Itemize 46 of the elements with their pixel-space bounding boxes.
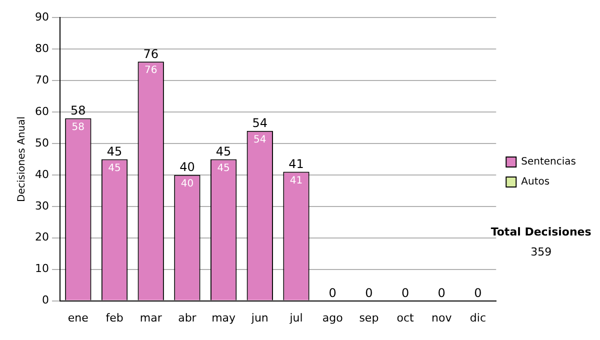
y-tick-label: 40 bbox=[34, 168, 49, 181]
x-tick-label: jul bbox=[288, 311, 303, 324]
total-label: 41 bbox=[288, 156, 304, 171]
y-tick-label: 0 bbox=[42, 294, 49, 307]
data-label: 40 bbox=[180, 178, 194, 190]
y-tick-label: 10 bbox=[34, 262, 49, 276]
total-label: 0 bbox=[474, 286, 482, 300]
data-label: 45 bbox=[108, 162, 121, 174]
x-tick-label: oct bbox=[396, 311, 415, 324]
annotation: Total Decisiones bbox=[490, 225, 592, 238]
total-label: 76 bbox=[143, 46, 158, 61]
total-label: 0 bbox=[438, 286, 446, 300]
text: 359 bbox=[530, 245, 552, 258]
x-tick-label: nov bbox=[432, 311, 452, 324]
x-tick-label: mar bbox=[140, 311, 162, 324]
data-label: 58 bbox=[72, 122, 85, 133]
legend-label: Sentencias bbox=[521, 156, 576, 168]
total-label: 45 bbox=[106, 144, 122, 158]
y-tick-label: 50 bbox=[34, 136, 49, 150]
x-tick-label: ene bbox=[68, 311, 89, 324]
x-tick-label: may bbox=[212, 311, 236, 324]
legend-label: Autos bbox=[521, 176, 550, 188]
total-label: 0 bbox=[365, 286, 373, 300]
total-label: 45 bbox=[216, 144, 232, 158]
x-tick-label: ago bbox=[322, 311, 344, 324]
y-tick-label: 60 bbox=[34, 104, 49, 118]
total-label: 0 bbox=[328, 286, 336, 300]
y-tick-label: 30 bbox=[34, 199, 49, 212]
y-tick-label: 20 bbox=[34, 230, 49, 244]
x-tick-label: jun bbox=[250, 311, 268, 324]
total-label: 58 bbox=[70, 103, 86, 118]
data-label: 41 bbox=[290, 175, 303, 186]
x-tick-label: sep bbox=[359, 311, 379, 324]
x-tick-label: feb bbox=[106, 311, 124, 324]
x-tick-label: abr bbox=[178, 311, 197, 324]
data-label: 76 bbox=[144, 65, 158, 76]
y-tick-label: 90 bbox=[34, 10, 49, 24]
y-tick-label: 70 bbox=[34, 73, 49, 86]
y-axis-title: Decisiones Anual bbox=[16, 116, 28, 202]
total-label: 40 bbox=[180, 160, 195, 174]
total-label: 54 bbox=[252, 116, 268, 130]
y-tick-label: 80 bbox=[34, 42, 49, 55]
x-tick-label: dic bbox=[470, 311, 486, 324]
data-label: 54 bbox=[254, 134, 266, 146]
data-label: 45 bbox=[217, 162, 230, 174]
total-label: 0 bbox=[401, 286, 410, 300]
